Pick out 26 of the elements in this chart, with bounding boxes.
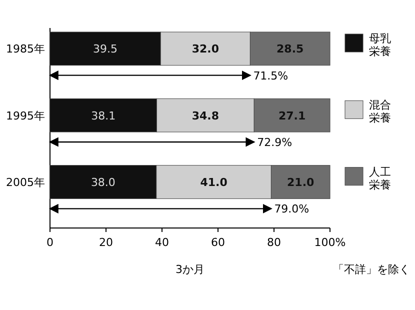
data-label: 41.0	[200, 176, 228, 189]
annotation: 72.9%	[257, 136, 292, 149]
data-label: 32.0	[192, 42, 220, 56]
text: 「不詳」を除く	[333, 263, 410, 276]
legend-label: 人工栄養	[369, 165, 391, 192]
data-label: 39.5	[93, 42, 118, 56]
x-tick-label: 100%	[314, 236, 346, 249]
data-label: 38.0	[90, 176, 116, 189]
annotation: 71.5%	[253, 69, 288, 82]
data-label: 38.1	[91, 109, 116, 122]
data-label: 28.5	[276, 42, 304, 56]
x-tick-label: 40	[155, 236, 169, 249]
legend-label: 混合栄養	[369, 98, 391, 125]
y-tick-label: 1985年	[6, 42, 45, 56]
data-label: 21.0	[287, 176, 315, 189]
y-tick-label: 2005年	[6, 176, 45, 189]
x-tick-label: 20	[99, 236, 113, 249]
data-label: 34.8	[192, 109, 219, 122]
x-tick-label: 0	[46, 236, 54, 249]
x-tick-label: 60	[211, 236, 225, 249]
data-label: 27.1	[278, 109, 306, 122]
legend-label: 母乳栄養	[369, 32, 391, 58]
x-axis-title: 3か月	[176, 263, 204, 276]
annotation: 79.0%	[274, 202, 310, 216]
y-tick-label: 1995年	[6, 109, 45, 122]
x-tick-label: 80	[267, 236, 281, 249]
